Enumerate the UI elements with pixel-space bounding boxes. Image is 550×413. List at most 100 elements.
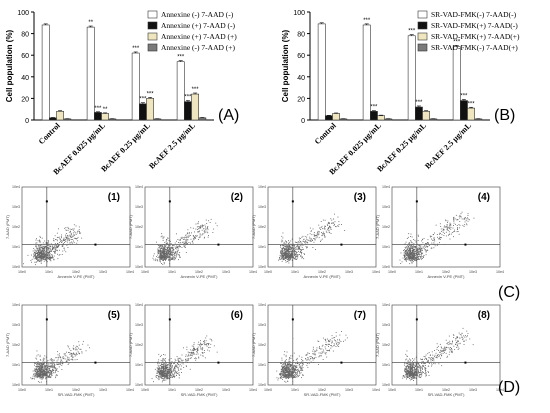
flow-d-event-dot [279, 377, 281, 378]
flow-c-event-dot [44, 255, 46, 257]
flow-c-event-dot [413, 239, 415, 240]
flow-d-event-dot [325, 341, 327, 343]
flow-c-event-dot [294, 251, 296, 253]
flow-c-event-dot [285, 248, 287, 249]
flow-d-event-dot [37, 371, 39, 372]
flow-d-event-dot [159, 372, 160, 374]
flow-d-event-dot [187, 355, 189, 357]
flow-d-event-dot [34, 364, 35, 366]
flow-d-gate-marker [168, 318, 171, 321]
flow-c-event-dot [46, 256, 48, 257]
flow-d-event-dot [191, 353, 192, 355]
flow-d-event-dot [43, 364, 44, 365]
flow-c-event-dot [45, 256, 47, 258]
flow-c-event-dot [61, 241, 63, 243]
flow-c-event-dot [408, 257, 410, 259]
flow-d-event-dot [53, 359, 55, 361]
flow-c-y-tick-label: 10e4 [258, 185, 266, 189]
flow-d-event-dot [45, 356, 47, 358]
flow-c-event-dot [408, 247, 410, 249]
flow-c-event-dot [449, 227, 450, 229]
flow-c-event-dot [414, 246, 416, 247]
flow-d-event-dot [294, 370, 296, 372]
flow-c-event-dot [324, 228, 326, 230]
flow-c-event-dot [43, 255, 44, 257]
flow-c-event-dot [174, 257, 176, 258]
flow-d-event-dot [186, 346, 188, 348]
flow-d-event-dot [418, 372, 420, 373]
flow-d-y-tick-label: 10e2 [135, 343, 143, 347]
chart-b-y-tick-label: 60 [297, 53, 305, 60]
flow-c-event-dot [57, 237, 59, 238]
flow-c-event-dot [439, 233, 441, 234]
flow-d-event-dot [45, 368, 47, 369]
flow-c-event-dot [334, 221, 336, 223]
flow-d-event-dot [296, 370, 298, 371]
flow-d-event-dot [290, 375, 292, 377]
flow-d-event-dot [208, 350, 210, 352]
flow-c-event-dot [408, 253, 410, 255]
flow-c-event-dot [294, 258, 296, 260]
flow-c-event-dot [158, 245, 160, 246]
flow-c-event-dot [153, 255, 154, 257]
flow-c-event-dot [39, 257, 41, 259]
flow-d-event-dot [60, 359, 62, 361]
chart-a-bar [101, 113, 109, 121]
flow-c-event-dot [153, 253, 155, 255]
flow-c-event-dot [167, 257, 169, 259]
flow-d-event-dot [53, 361, 55, 363]
flow-d-event-dot [45, 372, 47, 373]
flow-c-event-dot [73, 242, 75, 244]
flow-d-event-dot [310, 358, 312, 359]
flow-d-event-dot [42, 362, 44, 364]
flow-d-event-dot [285, 367, 286, 369]
flow-d-event-dot [168, 377, 170, 379]
flow-c-event-dot [67, 229, 69, 231]
flow-c-event-dot [48, 244, 50, 246]
flow-c-event-dot [163, 250, 165, 252]
flow-c-event-dot [162, 248, 164, 250]
flow-c-event-dot [409, 259, 410, 261]
flow-c-event-dot [412, 251, 414, 252]
flow-d-event-dot [284, 374, 286, 376]
flow-c-event-dot [292, 243, 294, 245]
flow-c-event-dot [40, 244, 42, 245]
flow-c-x-tick-label: 10e2 [318, 270, 326, 274]
flow-c-event-dot [168, 256, 170, 257]
flow-d-event-dot [195, 349, 196, 351]
flow-c-event-dot [160, 236, 162, 238]
flow-c-event-dot [284, 253, 286, 255]
chart-b-legend-swatch [417, 21, 428, 30]
flow-d-event-dot [70, 352, 72, 354]
flow-c-event-dot [177, 247, 179, 249]
flow-d-event-dot [407, 367, 409, 369]
flow-c-event-dot [412, 255, 414, 256]
flow-c-x-tick-label: 10e0 [141, 270, 149, 274]
flow-d-gate-marker [415, 318, 418, 321]
flow-c-event-dot [290, 255, 292, 257]
flow-d-event-dot [164, 372, 165, 374]
flow-c-event-dot [420, 256, 422, 258]
flow-c-event-dot [48, 241, 49, 243]
flow-c-event-dot [292, 250, 293, 251]
flow-c-event-dot [177, 246, 178, 248]
flow-d-event-dot [202, 347, 204, 349]
flow-c-event-dot [298, 247, 300, 249]
flow-d-event-dot [46, 373, 48, 375]
flow-c-event-dot [49, 245, 51, 247]
chart-a-bar [191, 93, 199, 121]
flow-c-event-dot [54, 251, 56, 252]
flow-d-event-dot [303, 362, 304, 364]
flow-c-event-dot [415, 253, 417, 255]
flow-c-event-dot [41, 252, 43, 253]
flow-c-event-dot [416, 249, 418, 251]
flow-d-event-dot [329, 343, 330, 345]
flow-c-event-dot [160, 244, 162, 246]
flow-d-event-dot [177, 360, 179, 361]
flow-d-event-dot [47, 365, 49, 367]
flow-d-event-dot [286, 371, 288, 373]
flow-d-event-dot [72, 359, 74, 361]
flow-d-event-dot [293, 368, 295, 370]
flow-c-event-dot [186, 240, 188, 242]
flow-c-event-dot [294, 241, 296, 243]
